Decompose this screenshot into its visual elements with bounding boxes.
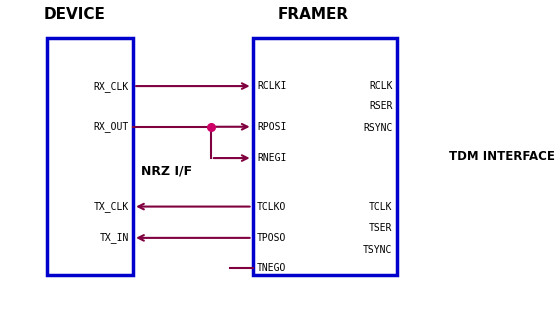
Text: RPOSI: RPOSI (257, 122, 286, 132)
Text: NRZ I/F: NRZ I/F (141, 164, 192, 177)
Text: TCLKO: TCLKO (257, 202, 286, 212)
Text: RSYNC: RSYNC (363, 123, 392, 133)
Text: TNEGO: TNEGO (257, 263, 286, 273)
Text: TX_IN: TX_IN (99, 233, 129, 243)
Text: RX_OUT: RX_OUT (93, 121, 129, 132)
Text: TX_CLK: TX_CLK (93, 201, 129, 212)
Bar (47, 38, 133, 275)
Text: TCLK: TCLK (369, 202, 392, 212)
Bar (253, 38, 397, 275)
Text: TSER: TSER (369, 223, 392, 233)
Text: RCLK: RCLK (369, 81, 392, 91)
Text: RX_CLK: RX_CLK (93, 81, 129, 91)
Text: RNEGI: RNEGI (257, 153, 286, 163)
Text: RCLKI: RCLKI (257, 81, 286, 91)
Text: TSYNC: TSYNC (363, 245, 392, 255)
Text: RSER: RSER (369, 101, 392, 111)
Text: TPOSO: TPOSO (257, 233, 286, 243)
Text: FRAMER: FRAMER (278, 7, 349, 22)
Text: TDM INTERFACE: TDM INTERFACE (450, 150, 555, 163)
Text: DEVICE: DEVICE (44, 7, 106, 22)
